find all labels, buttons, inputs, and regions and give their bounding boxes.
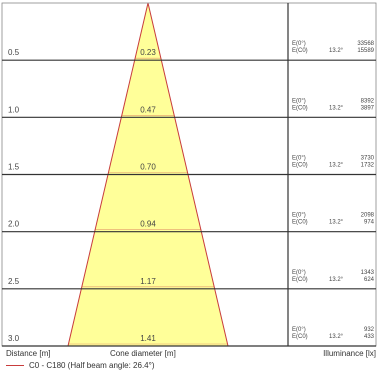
cone-diameter-label: 0.70 [140, 163, 156, 172]
e0-value: 1343 [361, 270, 375, 276]
distance-tick-label: 0.5 [8, 48, 20, 57]
distance-tick-label: 2.0 [8, 220, 20, 229]
e0-label: E(0°) [292, 41, 306, 47]
e0-value: 3730 [361, 156, 375, 162]
ec0-value: 15589 [357, 48, 374, 54]
x-axis-label: Cone diameter [m] [110, 349, 176, 358]
ec0-value: 3897 [361, 105, 375, 111]
e0-label: E(0°) [292, 213, 306, 219]
ec0-label: E(C0) [292, 48, 308, 54]
ec0-label: E(C0) [292, 277, 308, 283]
ec0-value: 1732 [361, 163, 375, 169]
legend-swatch [6, 365, 24, 367]
distance-tick-label: 1.5 [8, 163, 20, 172]
e0-label: E(0°) [292, 98, 306, 104]
cone-diameter-label: 0.23 [140, 48, 156, 57]
angle-label: 13.2° [329, 105, 344, 111]
e0-label: E(0°) [292, 270, 306, 276]
ec0-label: E(C0) [292, 220, 308, 226]
e0-value: 2098 [361, 213, 375, 219]
legend: C0 - C180 (Half beam angle: 26.4°) [6, 361, 154, 371]
ec0-label: E(C0) [292, 105, 308, 111]
illuminance-label: Illuminance [lx] [323, 349, 376, 358]
distance-tick-label: 1.0 [8, 105, 20, 114]
y-axis-label: Distance [m] [6, 349, 51, 358]
e0-label: E(0°) [292, 156, 306, 162]
ec0-value: 433 [364, 334, 375, 340]
cone-diameter-label: 0.94 [140, 220, 156, 229]
e0-label: E(0°) [292, 327, 306, 333]
distance-tick-label: 2.5 [8, 277, 20, 286]
legend-text: C0 - C180 (Half beam angle: 26.4°) [29, 361, 155, 370]
angle-label: 13.2° [329, 163, 344, 169]
angle-label: 13.2° [329, 277, 344, 283]
angle-label: 13.2° [329, 220, 344, 226]
e0-value: 932 [364, 327, 375, 333]
cone-diameter-label: 1.17 [140, 277, 156, 286]
ec0-label: E(C0) [292, 334, 308, 340]
cone-diameter-label: 0.47 [140, 105, 156, 114]
e0-value: 33568 [357, 41, 374, 47]
distance-tick-label: 3.0 [8, 334, 20, 343]
angle-label: 13.2° [329, 334, 344, 340]
ec0-value: 624 [364, 277, 375, 283]
cone-diameter-label: 1.41 [140, 334, 156, 343]
ec0-value: 974 [364, 220, 375, 226]
ec0-label: E(C0) [292, 163, 308, 169]
angle-label: 13.2° [329, 48, 344, 54]
e0-value: 8392 [361, 98, 375, 104]
